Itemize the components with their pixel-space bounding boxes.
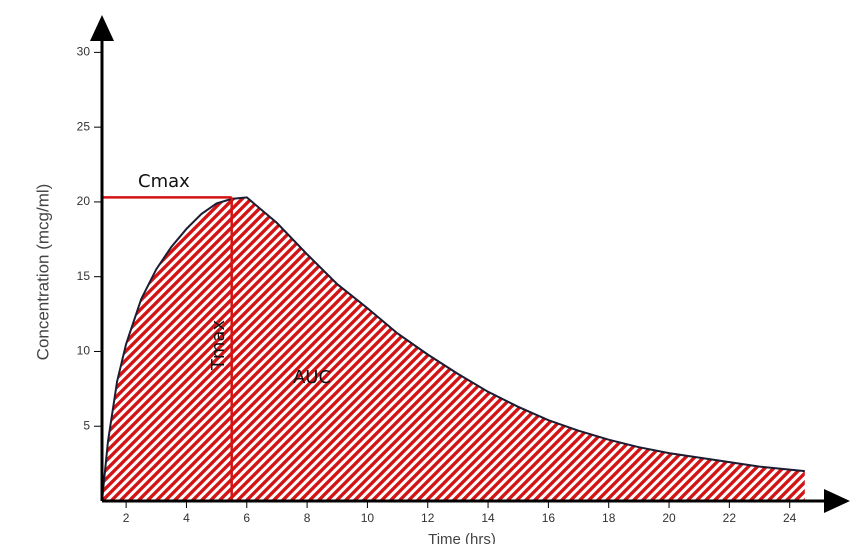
auc-area [102,197,805,501]
x-tick-label: 6 [243,511,250,525]
y-tick-label: 30 [77,45,91,59]
y-tick-label: 25 [77,119,91,133]
x-axis-title: Time (hrs) [428,531,496,544]
x-tick-label: 24 [783,511,797,525]
x-tick-label: 18 [602,511,616,525]
tmax-label: Tmax [208,320,229,372]
y-tick-label: 20 [77,194,91,208]
x-tick-label: 22 [723,511,737,525]
y-axis-title: Concentration (mcg/ml) [33,184,52,361]
x-tick-label: 20 [662,511,676,525]
y-axis-arrow [90,15,114,41]
auc-label: AUC [293,367,331,388]
curve [101,196,805,502]
x-tick-label: 12 [421,511,435,525]
y-tick-label: 5 [83,418,90,432]
y-tick-label: 10 [77,344,91,358]
x-axis-arrow [824,489,850,513]
x-tick-label: 10 [361,511,375,525]
x-tick-label: 16 [542,511,556,525]
x-tick-label: 8 [304,511,311,525]
x-tick-label: 14 [481,511,495,525]
x-tick-label: 4 [183,511,190,525]
x-tick-label: 2 [123,511,130,525]
cmax-label: Cmax [138,171,190,192]
y-tick-label: 15 [77,269,91,283]
